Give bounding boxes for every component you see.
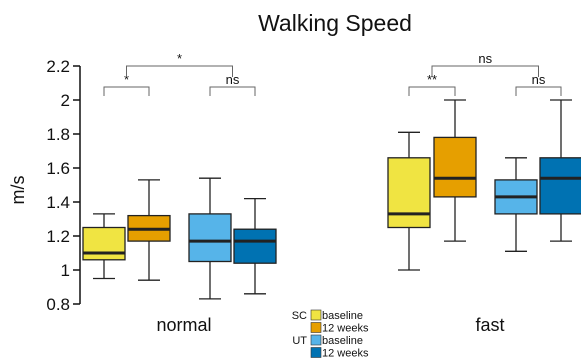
box-iqr: [433, 136, 477, 198]
legend-entry-label: baseline: [322, 310, 363, 322]
box-iqr: [188, 213, 232, 263]
legend-swatch: [310, 347, 322, 358]
legend-group-label: UT: [292, 335, 307, 347]
box-iqr: [233, 228, 277, 264]
box-fast-UT-12-weeks: [539, 99, 581, 242]
bracket-line: [515, 86, 562, 96]
legend-entry-label: baseline: [322, 335, 363, 347]
y-tick-label: 0.8: [46, 295, 70, 314]
y-tick-label: 1.4: [46, 193, 70, 212]
significance-label: **: [427, 72, 437, 87]
significance-label: ns: [532, 72, 546, 87]
box-iqr: [387, 157, 431, 229]
significance-bracket: ns: [515, 72, 562, 96]
bracket-line: [408, 86, 456, 96]
box-fast-SC-12-weeks: [433, 99, 477, 242]
box-normal-UT-baseline: [188, 177, 232, 300]
legend-entry-label: 12 weeks: [322, 323, 369, 335]
significance-bracket: *: [126, 51, 233, 77]
legend-entry-label: 12 weeks: [322, 348, 369, 360]
box-fast-UT-baseline: [494, 157, 538, 252]
significance-label: ns: [226, 72, 240, 87]
legend-group-label: SC: [292, 310, 307, 322]
y-axis-label: m/s: [8, 176, 28, 205]
significance-label: *: [124, 72, 129, 87]
significance-label: ns: [478, 51, 492, 66]
box-normal-SC-baseline: [82, 213, 126, 280]
box-normal-UT-12-weeks: [233, 197, 277, 295]
significance-bracket: ns: [431, 51, 539, 77]
box-normal-SC-12-weeks: [127, 179, 171, 281]
significance-bracket: **: [408, 72, 456, 96]
significance-label: *: [177, 51, 182, 66]
y-ticks: 0.8 1 1.2 1.4 1.6 1.8 2 2.2: [46, 57, 80, 314]
significance-bracket: ns: [209, 72, 256, 96]
box-iqr: [82, 226, 126, 261]
category-label-fast: fast: [475, 315, 504, 335]
boxplot-boxes: [82, 99, 581, 300]
y-tick-label: 1.6: [46, 159, 70, 178]
bracket-line: [209, 86, 256, 96]
legend-swatch: [310, 309, 322, 321]
category-label-normal: normal: [156, 315, 211, 335]
bracket-line: [126, 65, 233, 77]
box-fast-SC-baseline: [387, 131, 431, 271]
y-tick-label: 2: [61, 91, 70, 110]
y-tick-label: 2.2: [46, 57, 70, 76]
y-tick-label: 1.8: [46, 125, 70, 144]
bracket-line: [431, 65, 539, 77]
significance-bracket: *: [103, 72, 150, 96]
legend-swatch: [310, 322, 322, 333]
y-tick-label: 1.2: [46, 227, 70, 246]
legend-swatch: [310, 334, 322, 346]
box-iqr: [539, 157, 581, 215]
bracket-line: [103, 86, 150, 96]
chart-title: Walking Speed: [258, 10, 412, 36]
y-tick-label: 1: [61, 261, 70, 280]
